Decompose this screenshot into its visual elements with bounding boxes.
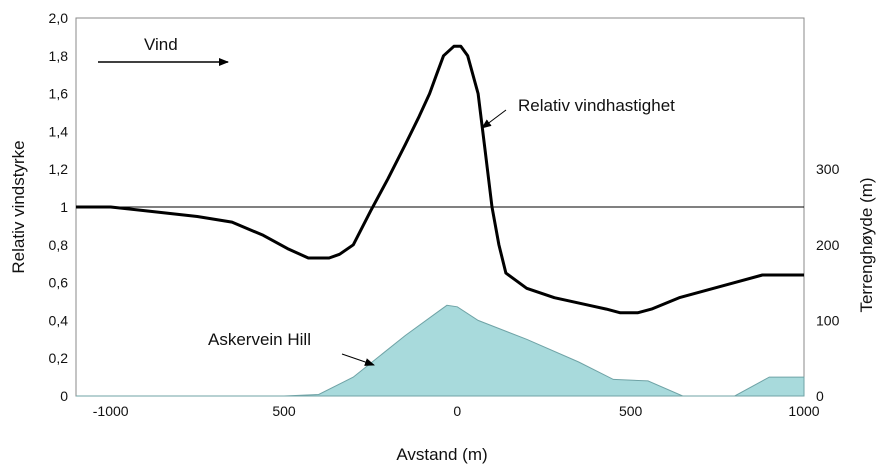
wind-speed-line: [76, 44, 804, 315]
y-tick-label: 0,8: [49, 237, 69, 253]
y-tick-label: 2,0: [49, 10, 69, 26]
y-tick-label: 0,6: [49, 275, 69, 291]
y2-tick-label: 100: [816, 312, 840, 328]
wind-label: Vind: [144, 35, 178, 54]
x-tick-label: 1000: [788, 403, 819, 419]
x-axis-title: Avstand (m): [396, 445, 487, 464]
y-tick-label: 1,6: [49, 86, 69, 102]
y-tick-label: 1: [60, 199, 68, 215]
y-tick-label: 1,4: [49, 123, 69, 139]
hill-label: Askervein Hill: [208, 330, 311, 349]
hill-pointer: [341, 353, 375, 366]
wind-speed-pointer: [481, 109, 507, 129]
x-tick-label: 500: [619, 403, 643, 419]
y2-axis-title: Terrenghøyde (m): [857, 177, 876, 312]
y-tick-label: 0: [60, 388, 68, 404]
y-tick-label: 0,4: [49, 312, 69, 328]
y-tick-label: 1,8: [49, 48, 69, 64]
y2-tick-label: 200: [816, 237, 840, 253]
x-axis-ticks: -1000 500 0 500 1000: [93, 403, 820, 419]
y-tick-label: 1,2: [49, 161, 69, 177]
y2-tick-label: 300: [816, 161, 840, 177]
wind-speed-label: Relativ vindhastighet: [518, 96, 675, 115]
x-tick-label: -1000: [93, 403, 129, 419]
y2-tick-label: 0: [816, 388, 824, 404]
y-axis-title: Relativ vindstyrke: [9, 140, 28, 273]
x-tick-label: 0: [453, 403, 461, 419]
y2-axis-ticks: 0 100 200 300: [816, 161, 840, 404]
y-axis-ticks: 0 0,2 0,4 0,6 0,8 1 1,2 1,4 1,6 1,8 2,0: [49, 10, 69, 404]
x-tick-label: 500: [272, 403, 296, 419]
terrain-area: [76, 304, 805, 397]
y-tick-label: 0,2: [49, 350, 69, 366]
